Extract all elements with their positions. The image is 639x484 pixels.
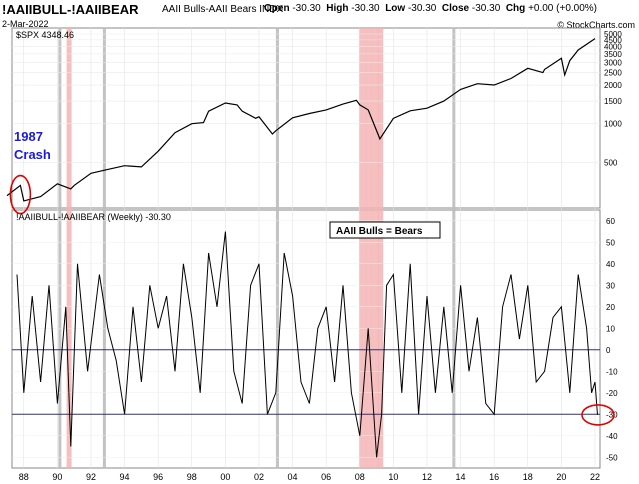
x-tick-label-17: 22 bbox=[590, 472, 600, 482]
x-tick-label-7: 02 bbox=[254, 472, 264, 482]
price-panel-frame bbox=[11, 27, 601, 209]
price-tick-label-4: 3000 bbox=[604, 58, 622, 67]
x-tick-label-5: 98 bbox=[187, 472, 197, 482]
highlight-band-0 bbox=[66, 28, 72, 468]
sent-tick-label-4: 20 bbox=[606, 303, 615, 312]
highlight-band-4 bbox=[374, 28, 380, 468]
crash-annotation-line1: 1987 bbox=[14, 129, 43, 144]
bulls-bears-annotation: AAII Bulls = Bears bbox=[336, 226, 423, 237]
x-tick-label-1: 90 bbox=[52, 472, 62, 482]
spx-price-line bbox=[6, 38, 596, 202]
gray-band-0 bbox=[58, 28, 62, 468]
spx-legend: $SPX 4348.46 bbox=[16, 30, 74, 40]
sent-tick-label-0: 60 bbox=[606, 217, 615, 226]
x-tick-label-2: 92 bbox=[86, 472, 96, 482]
open-label: Open bbox=[264, 3, 290, 14]
gray-band-2 bbox=[275, 28, 279, 468]
sent-tick-label-9: -30 bbox=[606, 410, 618, 419]
credit-text: © StockCharts.com bbox=[557, 20, 635, 30]
open-value: -30.30 bbox=[292, 3, 321, 14]
sent-tick-label-6: 0 bbox=[606, 346, 611, 355]
last-value-circle bbox=[581, 404, 615, 426]
sentiment-line bbox=[16, 231, 598, 458]
ohlc-readout: Open -30.30 High -30.30 Low -30.30 Close… bbox=[264, 3, 597, 14]
sentiment-legend: !AAIIBULL-!AAIIBEAR (Weekly) -30.30 bbox=[16, 212, 171, 222]
low-label: Low bbox=[385, 3, 406, 14]
highlight-band-2 bbox=[363, 28, 369, 468]
chart-description: AAII Bulls-AAII Bears INDX bbox=[162, 4, 284, 15]
sent-tick-label-7: -10 bbox=[606, 367, 618, 376]
sent-tick-label-10: -40 bbox=[606, 432, 618, 441]
highlight-band-5 bbox=[378, 28, 384, 468]
x-tick-label-4: 96 bbox=[153, 472, 163, 482]
price-tick-label-6: 2000 bbox=[604, 81, 622, 90]
sent-tick-label-11: -50 bbox=[606, 453, 618, 462]
chart-symbol: !AAIIBULL-!AAIIBEAR bbox=[2, 2, 139, 17]
chg-value: +0.00 (+0.00%) bbox=[528, 3, 597, 14]
gray-band-3 bbox=[452, 28, 456, 468]
crash-annotation-line2: Crash bbox=[14, 147, 51, 162]
x-tick-label-12: 12 bbox=[422, 472, 432, 482]
x-tick-label-13: 14 bbox=[456, 472, 466, 482]
x-tick-label-11: 10 bbox=[388, 472, 398, 482]
chart-date: 2-Mar-2022 bbox=[2, 19, 49, 29]
price-tick-label-1: 4500 bbox=[604, 36, 622, 45]
x-tick-label-6: 00 bbox=[220, 472, 230, 482]
x-tick-label-9: 06 bbox=[321, 472, 331, 482]
price-tick-label-0: 5000 bbox=[604, 30, 622, 39]
price-tick-label-2: 4000 bbox=[604, 42, 622, 51]
chart-header: !AAIIBULL-!AAIIBEAR AAII Bulls-AAII Bear… bbox=[2, 2, 637, 30]
close-label: Close bbox=[441, 3, 470, 14]
sent-tick-label-2: 40 bbox=[606, 260, 615, 269]
price-tick-label-3: 3500 bbox=[604, 50, 622, 59]
highlight-band-3 bbox=[369, 28, 375, 468]
sent-tick-label-5: 10 bbox=[606, 324, 615, 333]
price-tick-label-7: 1500 bbox=[604, 97, 622, 106]
x-tick-label-15: 18 bbox=[523, 472, 533, 482]
x-tick-label-16: 20 bbox=[556, 472, 566, 482]
sent-tick-label-3: 30 bbox=[606, 281, 615, 290]
bulls-bears-box bbox=[329, 221, 441, 239]
crash-circle bbox=[9, 174, 32, 215]
x-tick-label-0: 88 bbox=[19, 472, 29, 482]
close-value: -30.30 bbox=[471, 3, 501, 14]
x-tick-label-3: 94 bbox=[120, 472, 130, 482]
sentiment-panel-frame bbox=[11, 209, 601, 469]
chg-label: Chg bbox=[505, 3, 526, 14]
highlight-band-1 bbox=[358, 28, 364, 468]
x-tick-label-14: 16 bbox=[489, 472, 499, 482]
x-tick-label-10: 08 bbox=[355, 472, 365, 482]
high-label: High bbox=[326, 3, 349, 14]
low-value: -30.30 bbox=[407, 3, 437, 14]
price-tick-label-9: 500 bbox=[604, 158, 618, 167]
price-tick-label-8: 1000 bbox=[604, 120, 622, 129]
sent-tick-label-8: -20 bbox=[606, 389, 618, 398]
x-tick-label-8: 04 bbox=[288, 472, 298, 482]
sent-tick-label-1: 50 bbox=[606, 238, 615, 247]
gray-band-1 bbox=[102, 28, 106, 468]
high-value: -30.30 bbox=[351, 3, 380, 14]
price-tick-label-5: 2500 bbox=[604, 69, 622, 78]
